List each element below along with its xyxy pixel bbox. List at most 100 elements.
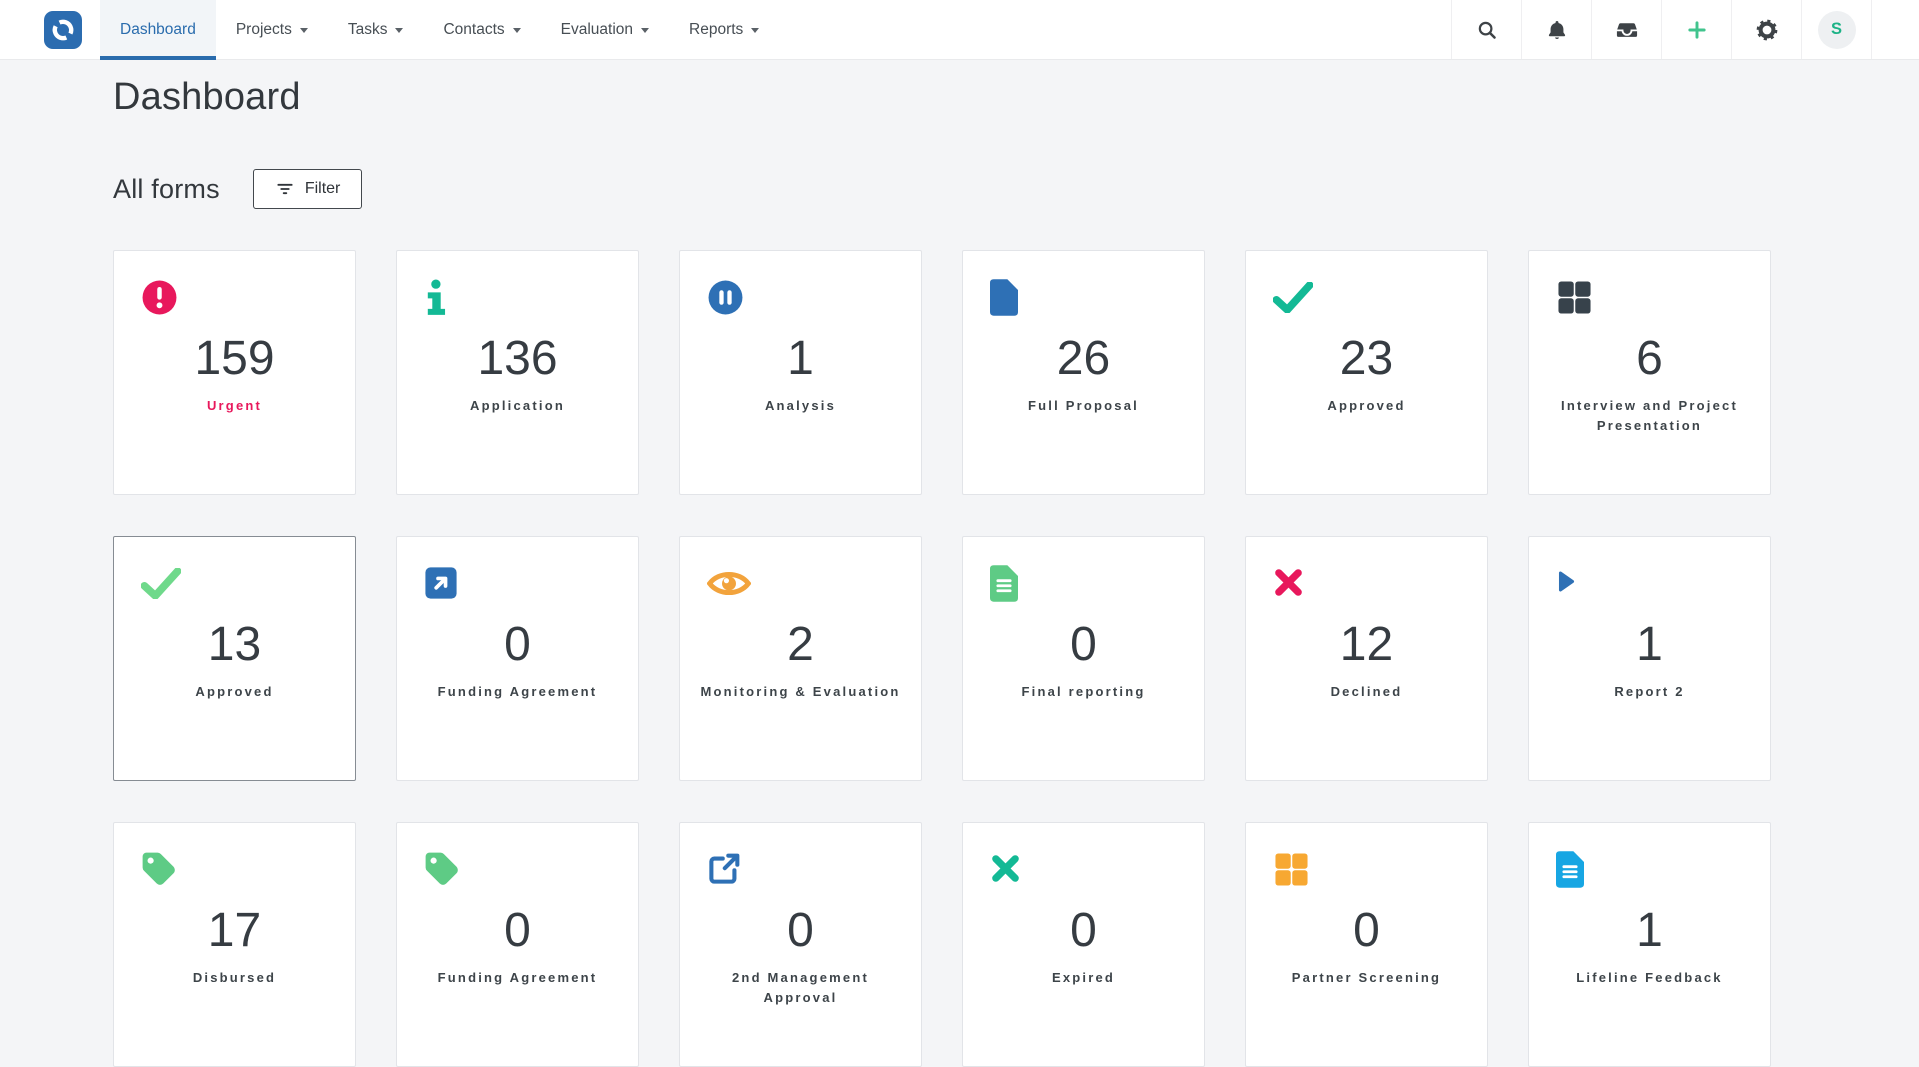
search-icon — [1478, 21, 1496, 39]
card-label: Interview and Project Presentation — [1561, 398, 1738, 434]
card-label: Funding Agreement — [437, 970, 598, 985]
card-label: 2nd Management Approval — [732, 970, 869, 1006]
form-stat-card[interactable]: 1 Report 2 — [1528, 536, 1771, 781]
card-count: 12 — [1339, 618, 1394, 671]
form-stat-card[interactable]: 1 Lifeline Feedback — [1528, 822, 1771, 1067]
form-stat-card[interactable]: 136 Application — [396, 250, 639, 495]
eye-icon — [707, 565, 751, 599]
card-count: 1 — [1636, 904, 1663, 957]
navbar-spacer — [1871, 0, 1919, 59]
form-stat-card[interactable]: 0 Expired — [962, 822, 1205, 1067]
caret-right-icon — [1556, 565, 1575, 595]
card-count: 0 — [1353, 904, 1380, 957]
card-count: 1 — [787, 332, 814, 385]
form-stat-card[interactable]: 17 Disbursed — [113, 822, 356, 1067]
card-count: 1 — [1636, 618, 1663, 671]
card-count: 26 — [1056, 332, 1111, 385]
nav-item-tasks[interactable]: Tasks — [328, 0, 424, 59]
avatar: S — [1817, 10, 1856, 49]
card-label: Approved — [195, 684, 274, 699]
card-label: Partner Screening — [1291, 970, 1442, 985]
nav-item-contacts[interactable]: Contacts — [423, 0, 540, 59]
exclamation-circle-icon — [141, 279, 178, 316]
external-link-icon — [707, 851, 742, 886]
nav-item-projects[interactable]: Projects — [216, 0, 328, 59]
nav-item-label: Projects — [235, 20, 292, 38]
app-logo-icon — [44, 10, 82, 49]
tag-icon — [141, 851, 178, 888]
chevron-down-icon — [512, 28, 521, 33]
form-stat-card[interactable]: 1 Analysis — [679, 250, 922, 495]
gear-icon — [1756, 19, 1777, 40]
inbox-button[interactable] — [1591, 0, 1661, 59]
card-count: 0 — [787, 904, 814, 957]
nav-item-label: Contacts — [443, 20, 505, 38]
section-title: All forms — [113, 173, 220, 204]
pause-circle-icon — [707, 279, 744, 316]
nav-item-dashboard[interactable]: Dashboard — [100, 0, 216, 60]
card-label: Expired — [1051, 970, 1116, 985]
form-stat-card[interactable]: 13 Approved — [113, 536, 356, 781]
navbar-actions: S — [1451, 0, 1919, 59]
grid-icon — [1556, 279, 1593, 316]
card-count: 0 — [1070, 618, 1097, 671]
form-stat-card[interactable]: 6 Interview and Project Presentation — [1528, 250, 1771, 495]
grid-icon — [1273, 851, 1310, 888]
card-label: Urgent — [206, 398, 263, 413]
form-stat-card[interactable]: 0 Final reporting — [962, 536, 1205, 781]
nav-item-label: Dashboard — [120, 20, 196, 38]
form-stat-card[interactable]: 0 Funding Agreement — [396, 822, 639, 1067]
card-count: 13 — [207, 618, 262, 671]
card-label: Report 2 — [1614, 684, 1685, 699]
top-navbar: Dashboard Projects Tasks Contacts Evalua… — [0, 0, 1919, 60]
inbox-icon — [1616, 22, 1637, 37]
form-stat-card[interactable]: 0 Funding Agreement — [396, 536, 639, 781]
card-count: 6 — [1636, 332, 1663, 385]
card-label: Funding Agreement — [437, 684, 598, 699]
settings-button[interactable] — [1731, 0, 1801, 59]
card-label: Approved — [1327, 398, 1406, 413]
form-stat-card[interactable]: 26 Full Proposal — [962, 250, 1205, 495]
card-count: 23 — [1339, 332, 1394, 385]
form-stat-card[interactable]: 2 Monitoring & Evaluation — [679, 536, 922, 781]
xmark-icon — [990, 851, 1021, 884]
filter-button[interactable]: Filter — [252, 169, 363, 209]
check-icon — [141, 565, 181, 599]
form-stat-card[interactable]: 159 Urgent — [113, 250, 356, 495]
form-stat-card[interactable]: 0 Partner Screening — [1245, 822, 1488, 1067]
bell-icon — [1548, 20, 1565, 39]
chevron-down-icon — [751, 28, 760, 33]
search-button[interactable] — [1451, 0, 1521, 59]
file-lines-icon — [990, 565, 1018, 602]
filter-icon — [277, 183, 293, 195]
chevron-down-icon — [395, 28, 404, 33]
form-stat-card[interactable]: 12 Declined — [1245, 536, 1488, 781]
app-logo[interactable] — [0, 0, 100, 59]
ring-icon — [52, 19, 74, 40]
nav-item-label: Reports — [689, 20, 744, 38]
card-label: Monitoring & Evaluation — [700, 684, 901, 699]
notifications-button[interactable] — [1521, 0, 1591, 59]
card-label: Application — [470, 398, 565, 413]
forms-section-header: All forms Filter — [113, 169, 1919, 209]
user-menu-button[interactable]: S — [1801, 0, 1871, 59]
nav-item-reports[interactable]: Reports — [669, 0, 779, 59]
chevron-down-icon — [299, 28, 308, 33]
card-count: 159 — [194, 332, 275, 385]
card-count: 2 — [787, 618, 814, 671]
arrow-up-right-square-icon — [424, 565, 458, 600]
nav-item-label: Evaluation — [560, 20, 634, 38]
form-stat-card[interactable]: 23 Approved — [1245, 250, 1488, 495]
filter-button-label: Filter — [304, 180, 341, 197]
main-content: Dashboard All forms Filter 159 Urgent 13… — [0, 76, 1919, 1067]
add-button[interactable] — [1661, 0, 1731, 59]
nav-item-evaluation[interactable]: Evaluation — [541, 0, 669, 59]
avatar-initial: S — [1830, 20, 1842, 38]
card-label: Final reporting — [1021, 684, 1146, 699]
card-label: Declined — [1330, 684, 1403, 699]
card-count: 0 — [504, 904, 531, 957]
card-label: Disbursed — [192, 970, 277, 985]
tag-icon — [424, 851, 461, 888]
form-stat-card[interactable]: 0 2nd Management Approval — [679, 822, 922, 1067]
info-icon — [424, 279, 447, 316]
